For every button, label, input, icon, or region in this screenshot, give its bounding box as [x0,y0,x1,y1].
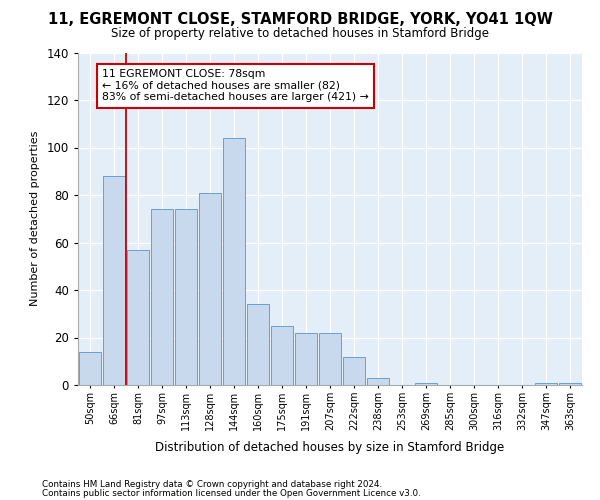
Bar [343,356,365,385]
Bar [559,382,581,385]
Text: Contains HM Land Registry data © Crown copyright and database right 2024.: Contains HM Land Registry data © Crown c… [42,480,382,489]
Bar [367,378,389,385]
Text: Contains public sector information licensed under the Open Government Licence v3: Contains public sector information licen… [42,488,421,498]
Bar [271,326,293,385]
Bar [247,304,269,385]
Bar [199,192,221,385]
Bar [415,382,437,385]
Bar [127,250,149,385]
Bar [79,352,101,385]
Text: 11, EGREMONT CLOSE, STAMFORD BRIDGE, YORK, YO41 1QW: 11, EGREMONT CLOSE, STAMFORD BRIDGE, YOR… [47,12,553,28]
Text: Size of property relative to detached houses in Stamford Bridge: Size of property relative to detached ho… [111,28,489,40]
Bar [175,209,197,385]
Y-axis label: Number of detached properties: Number of detached properties [29,131,40,306]
Bar [535,382,557,385]
Bar [151,209,173,385]
Bar [295,333,317,385]
Bar [103,176,125,385]
Bar [223,138,245,385]
Text: 11 EGREMONT CLOSE: 78sqm
← 16% of detached houses are smaller (82)
83% of semi-d: 11 EGREMONT CLOSE: 78sqm ← 16% of detach… [102,69,369,102]
Bar [319,333,341,385]
X-axis label: Distribution of detached houses by size in Stamford Bridge: Distribution of detached houses by size … [155,441,505,454]
